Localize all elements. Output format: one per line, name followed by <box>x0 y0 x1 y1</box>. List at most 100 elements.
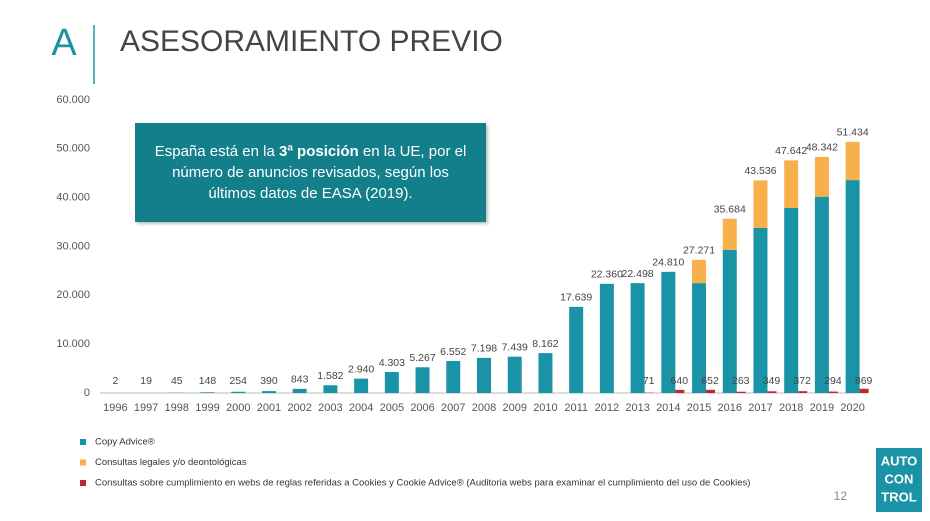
total-label: 5.267 <box>409 352 435 364</box>
x-tick-label: 2013 <box>625 402 649 414</box>
bar <box>845 141 860 181</box>
bar <box>859 388 869 393</box>
bar <box>661 271 676 393</box>
bar <box>784 160 799 208</box>
x-tick-label: 1998 <box>165 402 189 414</box>
logo-line: AUTO <box>881 453 918 468</box>
total-label: 390 <box>260 375 278 387</box>
bar <box>845 180 860 393</box>
callout-text: en la UE, por el número de anuncios revi… <box>172 143 467 202</box>
bar <box>828 391 838 393</box>
total-label: 254 <box>229 375 247 387</box>
value-label: 294 <box>824 375 842 387</box>
x-tick-label: 2010 <box>533 402 557 414</box>
x-tick-label: 2018 <box>779 402 803 414</box>
total-label: 51.434 <box>837 127 869 139</box>
x-tick-label: 1996 <box>103 402 127 414</box>
x-tick-label: 2014 <box>656 402 680 414</box>
bar <box>736 391 746 393</box>
bar <box>722 218 737 250</box>
y-tick-label: 60.000 <box>56 94 90 106</box>
total-label: 24.810 <box>652 257 684 269</box>
value-label: 263 <box>732 375 750 387</box>
y-tick-label: 10.000 <box>56 338 90 350</box>
y-tick-label: 30.000 <box>56 240 90 252</box>
total-label: 4.303 <box>379 357 405 369</box>
value-label: 71 <box>643 375 655 387</box>
total-label: 22.360 <box>591 269 623 281</box>
callout: España está en la 3ª posición en la UE, … <box>135 123 486 222</box>
x-tick-label: 2016 <box>718 402 742 414</box>
legend-swatch <box>80 480 86 486</box>
x-tick-label: 2012 <box>595 402 619 414</box>
total-label: 6.552 <box>440 346 466 358</box>
slide-title: ASESORAMIENTO PREVIO <box>120 25 503 58</box>
total-label: 47.642 <box>775 145 807 157</box>
x-tick-label: 2009 <box>502 402 526 414</box>
bar <box>753 227 768 393</box>
bar <box>354 378 369 393</box>
bar <box>692 283 707 393</box>
value-label: 640 <box>671 375 689 387</box>
total-label: 2 <box>112 375 118 387</box>
x-tick-label: 2002 <box>287 402 311 414</box>
bar <box>446 361 461 393</box>
x-tick-label: 2000 <box>226 402 250 414</box>
x-tick-label: 2003 <box>318 402 342 414</box>
total-label: 148 <box>199 375 217 387</box>
bar <box>767 391 777 393</box>
page-number: 12 <box>834 489 848 503</box>
total-label: 8.162 <box>532 338 558 350</box>
bar <box>507 356 522 393</box>
bar <box>599 283 614 393</box>
x-tick-label: 2005 <box>380 402 404 414</box>
bar <box>753 180 768 228</box>
legend-label: Consultas sobre cumplimiento en webs de … <box>95 478 750 489</box>
bar <box>692 259 707 284</box>
total-label: 19 <box>140 375 152 387</box>
x-tick-label: 2015 <box>687 402 711 414</box>
legend-label: Copy Advice® <box>95 437 155 448</box>
total-label: 7.198 <box>471 343 497 355</box>
y-tick-label: 50.000 <box>56 143 90 155</box>
x-tick-label: 2004 <box>349 402 373 414</box>
y-tick-label: 40.000 <box>56 192 90 204</box>
x-tick-label: 2011 <box>564 402 588 414</box>
total-label: 27.271 <box>683 245 715 257</box>
total-label: 45 <box>171 375 183 387</box>
logo-line: TROL <box>881 489 916 504</box>
callout-highlight: 3ª posición <box>278 143 359 160</box>
value-label: 869 <box>855 375 873 387</box>
value-label: 652 <box>701 375 719 387</box>
legend-swatch <box>80 439 86 445</box>
bar <box>814 156 829 197</box>
footer-logo <box>876 448 922 512</box>
total-label: 43.536 <box>744 165 776 177</box>
total-label: 843 <box>291 374 309 386</box>
bar <box>323 385 338 393</box>
bar <box>200 392 215 393</box>
bar <box>798 391 808 393</box>
logo-letter: A <box>51 22 77 64</box>
value-label: 349 <box>763 375 781 387</box>
value-label: 372 <box>793 375 811 387</box>
total-label: 35.684 <box>714 204 746 216</box>
legend-swatch <box>80 459 86 466</box>
bar <box>569 306 584 393</box>
bar <box>630 283 645 393</box>
total-label: 2.940 <box>348 363 374 375</box>
bar <box>706 389 716 393</box>
logo-line: CON <box>885 471 914 486</box>
bar <box>722 249 737 393</box>
x-tick-label: 2008 <box>472 402 496 414</box>
bar <box>415 367 430 393</box>
x-tick-label: 2020 <box>840 402 864 414</box>
total-label: 48.342 <box>806 142 838 154</box>
legend-label: Consultas legales y/o deontológicas <box>95 457 247 468</box>
bar <box>292 388 307 393</box>
bar <box>675 389 685 393</box>
total-label: 7.439 <box>502 341 528 353</box>
bar <box>261 391 276 393</box>
